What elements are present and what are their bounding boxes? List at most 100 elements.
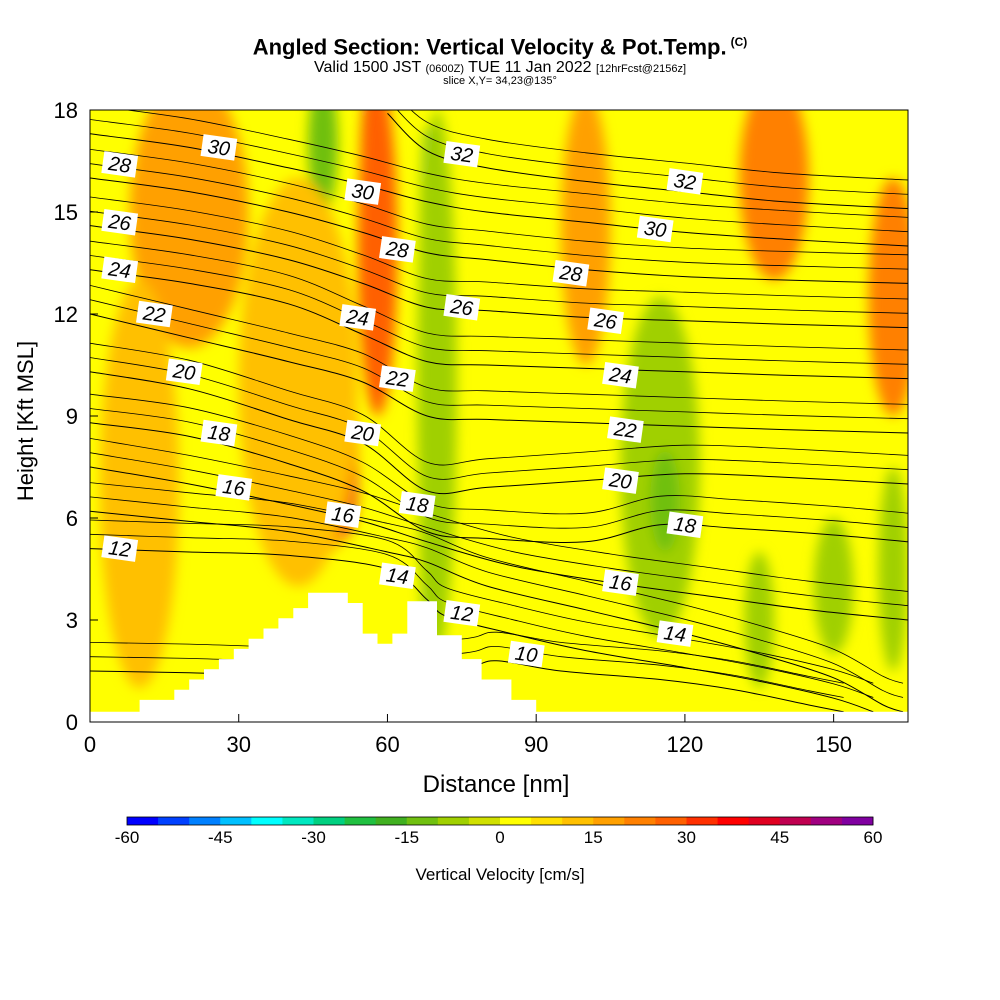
contour-label-box (324, 501, 362, 528)
colorbar-swatch (220, 817, 252, 825)
title-block: Angled Section: Vertical Velocity & Pot.… (0, 36, 1000, 87)
contour-label-box (607, 416, 644, 443)
contour-label-text: 12 (449, 602, 474, 627)
contour-label-text: 22 (384, 367, 410, 392)
colorbar-swatch (282, 817, 314, 825)
colorbar-swatch (562, 817, 594, 825)
theta-contour-24-minor (90, 255, 908, 365)
contour-label: 12 (443, 599, 481, 627)
valid-date: TUE 11 Jan 2022 (468, 59, 592, 77)
contour-label-text: 30 (350, 180, 375, 205)
contour-label-box (587, 307, 624, 335)
contour-label: 18 (200, 419, 238, 446)
contour-labels: 30 28 26 24 22 20 18 16 12 30 28 24 22 20 16 18 14 32 26 12… (101, 134, 704, 668)
contour-label-box (379, 236, 416, 263)
contour-label-text: 30 (643, 218, 668, 243)
colorbar-swatch (251, 817, 283, 825)
colorbar-tick-label: 45 (770, 828, 789, 847)
contour-label-text: 20 (607, 469, 633, 494)
contour-label: 16 (602, 569, 639, 596)
contour-label-text: 28 (384, 238, 410, 263)
contour-label-text: 14 (662, 622, 687, 647)
contour-label-box (666, 168, 704, 195)
terrain (90, 592, 908, 722)
colorbar-swatch (437, 817, 470, 825)
contour-label: 30 (200, 134, 238, 161)
contour-label-text: 32 (672, 170, 697, 195)
y-tick-label: 0 (66, 710, 78, 735)
contour-label: 24 (101, 256, 139, 284)
theta-contour-24 (90, 269, 908, 380)
x-tick-label: 0 (84, 732, 96, 757)
plot-area: 30 28 26 24 22 20 18 16 12 30 28 24 22 20 16 18 14 32 26 12… (90, 110, 908, 722)
contour-label: 14 (379, 562, 416, 589)
y-tick-label: 9 (66, 404, 78, 429)
contour-label-text: 24 (344, 306, 370, 331)
contour-label-text: 32 (449, 143, 474, 168)
contour-label-box (344, 419, 382, 447)
y-axis-label: Height [Kft MSL] (13, 341, 38, 501)
contour-label-box (339, 304, 377, 331)
contour-label: 24 (602, 361, 639, 389)
colorbar-swatch (717, 817, 750, 825)
contour-label-box (101, 256, 139, 284)
colorbar-swatch (313, 817, 345, 825)
contour-label-box (507, 640, 545, 668)
contour-label-text: 26 (448, 296, 475, 321)
contour-label: 30 (344, 178, 382, 205)
contour-label-text: 24 (607, 364, 633, 389)
contour-label-text: 18 (405, 493, 430, 518)
velocity-cell (99, 280, 180, 688)
x-tick-label: 90 (524, 732, 548, 757)
colorbar-tick-label: 60 (864, 828, 883, 847)
theta-contour-22-minor (90, 285, 908, 405)
contour-label: 18 (666, 511, 704, 539)
contour-label-text: 22 (612, 418, 638, 443)
x-tick-label: 60 (375, 732, 399, 757)
colorbar-swatch (686, 817, 718, 825)
contour-label: 10 (507, 640, 545, 668)
contour-label-text: 30 (206, 136, 231, 161)
contour-label-box (666, 511, 704, 539)
contour-label-box (443, 140, 481, 168)
theta-contour-14-minor (90, 496, 904, 698)
plot-clip: 30 28 26 24 22 20 18 16 12 30 28 24 22 20 16 18 14 32 26 12… (90, 110, 908, 722)
contour-label: 28 (552, 259, 590, 287)
theta-contour-10-minor (90, 631, 844, 684)
theta-contour-24-minor (90, 240, 908, 351)
contour-label: 30 (636, 215, 674, 243)
slice-info: slice X,Y= 34,23@135° (443, 75, 557, 88)
title-mark: (C) (730, 35, 748, 49)
contour-label-box (602, 361, 639, 389)
contour-label-box (656, 620, 694, 647)
theta-contour-22-minor (90, 299, 908, 420)
contour-label: 28 (379, 236, 416, 263)
contour-label-box (602, 467, 639, 494)
velocity-cell (238, 178, 358, 586)
contour-label: 24 (339, 304, 377, 331)
y-tick-label: 3 (66, 608, 78, 633)
contour-label: 16 (324, 501, 362, 528)
colorbar-label: Vertical Velocity [cm/s] (415, 865, 584, 884)
velocity-cell (560, 110, 611, 365)
velocity-cell (744, 552, 775, 688)
colorbar-tick-label: 30 (677, 828, 696, 847)
contour-label-box (379, 365, 416, 392)
theta-contour-20-minor (90, 342, 908, 466)
colorbar-swatch (375, 817, 408, 825)
theta-contour-12-minor (90, 519, 874, 684)
contour-label: 20 (165, 358, 203, 385)
contour-label: 26 (101, 208, 139, 236)
axes: 0 30 60 90 120 150 0 3 6 9 12 15 18 Distance [nm] Heig… (13, 98, 909, 798)
contour-label-box (101, 151, 139, 178)
colorbar-swatch (531, 817, 563, 825)
colorbar-tick-label: -15 (394, 828, 419, 847)
velocity-cell (868, 178, 908, 416)
contour-label-box (215, 474, 253, 501)
chart-title: Angled Section: Vertical Velocity & Pot.… (0, 36, 1000, 58)
contour-label-text: 28 (557, 262, 583, 287)
velocity-cell (878, 467, 908, 671)
contour-label: 26 (443, 293, 481, 321)
contour-label-box (101, 535, 139, 562)
